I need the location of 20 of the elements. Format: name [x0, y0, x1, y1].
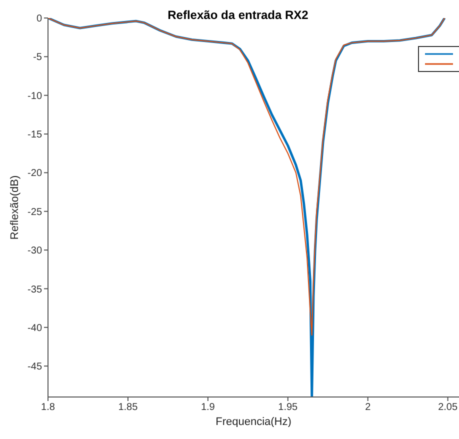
y-tick-label: -40 — [28, 322, 42, 334]
y-tick-label: -35 — [28, 284, 42, 296]
y-tick-label: 0 — [36, 14, 42, 25]
x-tick-label: 1.85 — [118, 402, 138, 414]
x-tick-label: 2 — [365, 402, 372, 414]
x-tick-label: 1.95 — [278, 402, 298, 414]
x-tick-label: 1.8 — [41, 402, 56, 414]
y-tick-label: -45 — [28, 362, 42, 373]
y-tick-label: -5 — [33, 52, 42, 64]
line-series — [48, 18, 446, 336]
y-tick-label: -25 — [28, 206, 42, 218]
y-tick-label: -30 — [28, 246, 42, 257]
x-tick-label: 2.05 — [438, 402, 458, 414]
chart-title: Reflexão da entrada RX2 — [166, 8, 310, 22]
y-axis-title: Reflexão(dB) — [8, 175, 21, 240]
y-tick-label: -15 — [28, 130, 42, 141]
x-axis-title: Frequencia(Hz) — [216, 416, 292, 428]
x-tick-label: 1.9 — [200, 402, 216, 414]
y-tick-label: -10 — [28, 90, 42, 102]
y-tick-label: -20 — [28, 168, 42, 180]
